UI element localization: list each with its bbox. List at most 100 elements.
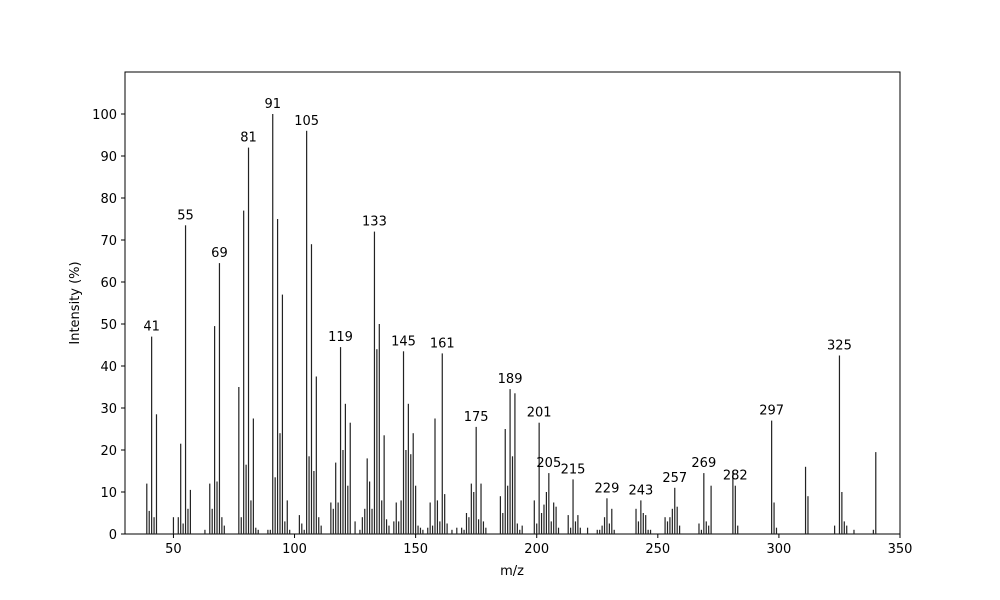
bar	[381, 500, 383, 534]
x-axis-label: m/z	[500, 564, 524, 579]
bar	[737, 525, 739, 534]
bar	[189, 489, 191, 534]
bar	[436, 500, 439, 534]
bar	[310, 244, 313, 534]
bar	[216, 481, 218, 534]
bar	[146, 483, 148, 534]
bar	[674, 487, 676, 534]
bar	[180, 443, 182, 534]
bar	[567, 515, 569, 534]
bar	[315, 376, 317, 534]
bar	[269, 529, 271, 534]
bar	[838, 355, 841, 534]
bar	[538, 422, 540, 534]
bar	[504, 429, 506, 534]
bar	[223, 525, 225, 534]
bar	[429, 502, 431, 534]
bar	[344, 403, 346, 534]
x-tick-label: 250	[645, 542, 670, 557]
bar	[773, 502, 775, 534]
bar	[252, 418, 254, 534]
bar	[313, 471, 315, 534]
bar	[807, 496, 809, 534]
bar	[557, 527, 560, 534]
bar	[182, 523, 184, 534]
peak-label: 257	[662, 471, 687, 486]
bar	[257, 529, 259, 534]
bar	[407, 403, 409, 534]
x-tick-label: 350	[888, 542, 913, 557]
bar	[734, 485, 736, 534]
bar	[613, 529, 615, 534]
bar	[775, 527, 778, 534]
bar	[521, 525, 523, 534]
peak-label: 119	[328, 330, 353, 345]
bar	[332, 508, 334, 534]
bar	[347, 485, 349, 534]
bar	[669, 517, 671, 534]
bar	[373, 231, 376, 534]
bar	[339, 347, 342, 534]
bar	[637, 521, 640, 534]
bar	[519, 529, 521, 534]
bar	[274, 477, 276, 534]
bar	[303, 529, 305, 534]
y-tick-label: 40	[100, 360, 117, 375]
bar	[572, 479, 574, 534]
bar	[395, 502, 397, 534]
peak-label: 55	[177, 208, 194, 223]
bar	[599, 529, 601, 534]
bar	[470, 483, 472, 534]
bar	[514, 393, 516, 534]
bar	[710, 485, 712, 534]
bar	[289, 529, 291, 534]
peak-label: 133	[362, 215, 387, 230]
bar	[240, 517, 242, 534]
bar	[843, 521, 845, 534]
peak-label: 297	[759, 404, 784, 419]
bar	[666, 521, 669, 534]
peak-label: 269	[691, 456, 716, 471]
bar	[434, 418, 436, 534]
bar	[378, 324, 380, 534]
bar	[419, 527, 422, 534]
bar	[679, 525, 681, 534]
bar	[385, 519, 388, 534]
bar	[148, 510, 150, 534]
x-tick-label: 100	[282, 542, 307, 557]
y-tick-label: 100	[92, 108, 117, 123]
bar	[875, 452, 877, 534]
bar	[359, 529, 361, 534]
bar	[579, 527, 581, 534]
bar	[574, 521, 577, 534]
bar	[700, 529, 703, 534]
bar	[834, 525, 836, 534]
bar	[570, 527, 572, 534]
bar	[255, 527, 257, 534]
bar	[540, 513, 543, 534]
bar	[676, 506, 678, 534]
bar	[366, 458, 368, 534]
peak-label: 105	[294, 114, 319, 129]
bar	[872, 529, 874, 534]
bar	[361, 517, 363, 534]
bar	[250, 500, 252, 534]
bar	[422, 529, 424, 534]
bar	[468, 517, 470, 534]
y-tick-label: 10	[100, 486, 117, 501]
bar	[465, 513, 468, 534]
bar	[507, 485, 509, 534]
bar	[184, 225, 187, 535]
bar	[383, 435, 385, 534]
bar	[577, 515, 579, 534]
bar	[172, 517, 175, 534]
bar	[405, 450, 407, 534]
y-tick-label: 80	[100, 192, 117, 207]
y-tick-label: 20	[100, 444, 117, 459]
bar	[543, 504, 545, 534]
bar	[218, 263, 221, 534]
bar	[376, 349, 378, 534]
bar	[853, 529, 855, 534]
bar	[439, 521, 441, 534]
bar	[221, 517, 223, 534]
